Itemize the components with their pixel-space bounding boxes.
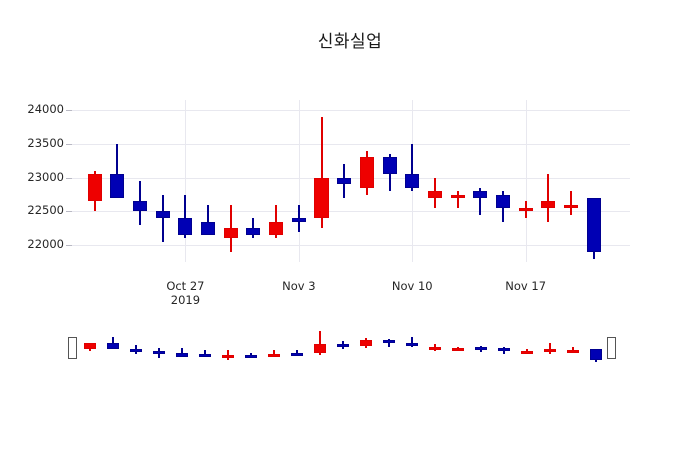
x-axis-tick-label: Nov 10: [367, 279, 457, 293]
candlestick-body: [382, 157, 397, 175]
candlestick-body: [427, 191, 442, 198]
candlestick-body: [518, 208, 533, 212]
y-axis-tick-label: 23000: [27, 169, 64, 184]
candlestick-wick: [320, 116, 323, 229]
candlestick-wick: [547, 174, 550, 222]
nav-candlestick-body: [83, 343, 96, 350]
nav-candlestick-body: [337, 344, 350, 348]
y-axis-tick-mark: [66, 143, 72, 145]
candlestick-body: [87, 174, 102, 202]
main-candlestick-plot[interactable]: [72, 100, 630, 262]
y-axis: 22000 22500 23000 23500 24000: [0, 100, 700, 262]
candlestick-body: [450, 194, 465, 198]
nav-candlestick-body: [498, 347, 511, 351]
candlestick-wick: [116, 143, 119, 198]
range-start-handle[interactable]: [68, 337, 78, 359]
nav-candlestick-wick: [319, 330, 322, 356]
nav-candlestick-body: [268, 353, 281, 357]
candlestick-body: [359, 157, 374, 188]
candlestick-wick: [456, 191, 459, 208]
nav-candlestick-body: [199, 353, 211, 357]
nav-candlestick-wick: [549, 343, 552, 354]
candlestick-wick: [570, 191, 573, 215]
nav-candlestick-body: [360, 339, 373, 347]
nav-candlestick-body: [106, 343, 119, 349]
candlestick-body: [405, 174, 420, 188]
x-gridline: [185, 100, 187, 262]
y-axis-tick-mark: [66, 245, 72, 247]
x-axis-tick-label: Nov 3: [254, 279, 344, 293]
nav-candlestick-wick: [250, 352, 253, 358]
candlestick-wick: [479, 187, 482, 215]
y-gridline: [72, 245, 630, 247]
x-gridline: [525, 100, 527, 262]
candlestick-body: [541, 201, 556, 208]
range-end-handle[interactable]: [606, 337, 616, 359]
y-axis-tick-mark: [66, 211, 72, 213]
y-axis-tick-mark: [66, 110, 72, 112]
candlestick-body: [269, 221, 284, 235]
nav-candlestick-body: [245, 355, 257, 359]
nav-candlestick-body: [383, 339, 396, 344]
nav-candlestick-body: [429, 347, 442, 351]
nav-candlestick-body: [452, 347, 465, 351]
nav-candlestick-body: [291, 352, 304, 356]
x-axis-tick-label: Oct 27 2019: [140, 279, 230, 307]
candlestick-wick: [161, 194, 164, 242]
y-axis-tick-mark: [66, 177, 72, 179]
nav-candlestick-body: [567, 350, 580, 353]
nav-candlestick-wick: [180, 347, 183, 358]
nav-candlestick-body: [406, 343, 419, 347]
x-axis-tick-line: Nov 3: [282, 279, 316, 293]
nav-candlestick-wick: [111, 336, 114, 349]
candlestick-wick: [207, 204, 210, 235]
x-axis-tick-label: Nov 17: [481, 279, 571, 293]
candlestick-body: [291, 218, 306, 222]
candlestick-body: [495, 194, 510, 208]
nav-candlestick-body: [544, 349, 557, 353]
candlestick-body: [337, 177, 352, 185]
candlestick-body: [563, 204, 579, 208]
candlestick-body: [110, 174, 125, 198]
nav-candlestick-body: [152, 351, 165, 355]
nav-candlestick-body: [521, 350, 534, 354]
nav-candlestick-body: [129, 349, 142, 353]
candlestick-body: [586, 197, 601, 252]
y-axis-tick-label: 24000: [27, 102, 64, 117]
y-axis-tick-label: 22000: [27, 237, 64, 252]
x-axis-tick-line: Nov 17: [505, 279, 547, 293]
candlestick-body: [223, 228, 238, 239]
nav-candlestick-body: [222, 355, 234, 359]
y-gridline: [72, 143, 630, 145]
candlestick-body: [246, 228, 261, 235]
nav-candlestick-body: [475, 347, 488, 351]
x-gridline: [298, 100, 300, 262]
candlestick-wick: [411, 143, 414, 192]
y-axis-tick-label: 22500: [27, 203, 64, 218]
candlestick-body: [201, 221, 216, 235]
y-axis-tick-label: 23500: [27, 135, 64, 150]
candlestick-wick: [184, 194, 187, 239]
range-navigator[interactable]: [60, 326, 640, 370]
candlestick-body: [178, 218, 193, 235]
nav-candlestick-body: [314, 344, 327, 353]
x-axis-tick-line: 2019: [170, 293, 201, 307]
candlestick-body: [133, 201, 148, 212]
nav-candlestick-body: [590, 348, 603, 361]
candlestick-body: [155, 211, 170, 219]
candlestick-body: [314, 177, 329, 219]
x-axis-tick-line: Oct 27: [166, 279, 205, 293]
nav-candlestick-wick: [204, 350, 206, 357]
nav-candlestick-body: [176, 352, 188, 357]
x-axis-tick-line: Nov 10: [391, 279, 433, 293]
y-gridline: [72, 211, 630, 213]
nav-candlestick-wick: [411, 336, 414, 348]
candlestick-body: [473, 191, 488, 198]
y-gridline: [72, 110, 630, 112]
nav-candlestick-wick: [572, 347, 575, 353]
chart-title: 신화실업: [317, 32, 383, 52]
